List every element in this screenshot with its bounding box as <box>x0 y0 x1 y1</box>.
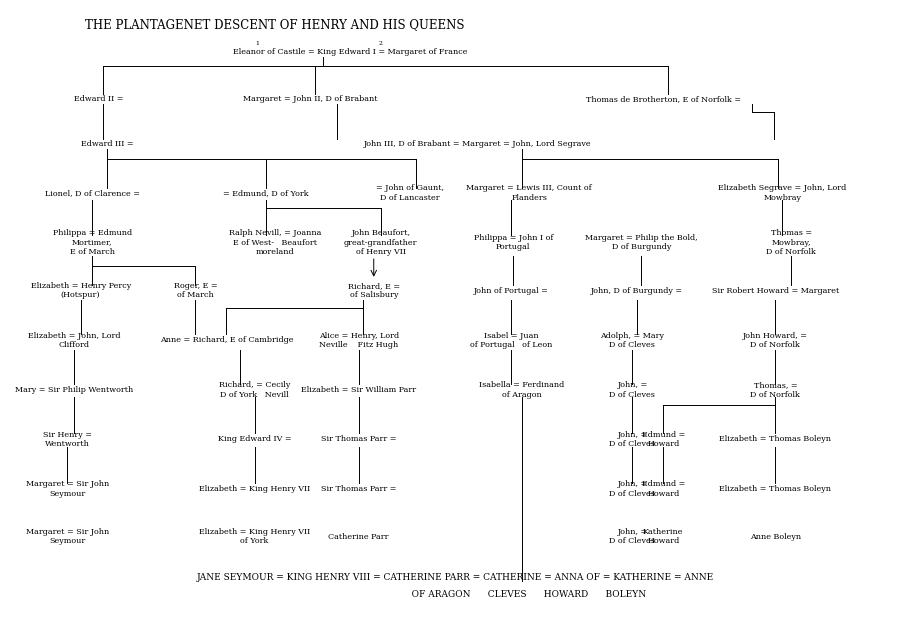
Text: 2: 2 <box>379 41 382 46</box>
Text: Edmund =
Howard: Edmund = Howard <box>642 481 685 498</box>
Text: Mary = Sir Philip Wentworth: Mary = Sir Philip Wentworth <box>15 386 133 394</box>
Text: JANE SEYMOUR = KING HENRY VIII = CATHERINE PARR = CATHERINE = ANNA OF = KATHERIN: JANE SEYMOUR = KING HENRY VIII = CATHERI… <box>197 573 715 582</box>
Text: John, D of Burgundy =: John, D of Burgundy = <box>590 287 683 295</box>
Text: Elizabeth = John, Lord
Clifford: Elizabeth = John, Lord Clifford <box>28 332 121 349</box>
Text: Adolph, = Mary
D of Cleves: Adolph, = Mary D of Cleves <box>600 332 664 349</box>
Text: Richard, E =
of Salisbury: Richard, E = of Salisbury <box>347 282 400 299</box>
Text: OF ARAGON      CLEVES      HOWARD      BOLEYN: OF ARAGON CLEVES HOWARD BOLEYN <box>266 591 646 599</box>
Text: Isabella = Ferdinand
of Aragon: Isabella = Ferdinand of Aragon <box>480 381 564 399</box>
Text: Anne = Richard, E of Cambridge: Anne = Richard, E of Cambridge <box>159 336 293 344</box>
Text: John, =
D of Cleves: John, = D of Cleves <box>609 381 655 399</box>
Text: Sir Henry =
Wentworth: Sir Henry = Wentworth <box>43 431 92 448</box>
Text: Sir Thomas Parr =: Sir Thomas Parr = <box>321 485 397 493</box>
Text: John of Portugal =: John of Portugal = <box>474 287 549 295</box>
Text: King Edward IV =: King Edward IV = <box>218 436 292 444</box>
Text: Margaret = Sir John
Seymour: Margaret = Sir John Seymour <box>26 481 109 498</box>
Text: Elizabeth Segrave = John, Lord
Mowbray: Elizabeth Segrave = John, Lord Mowbray <box>718 184 847 201</box>
Text: John Beaufort,
great-grandfather
of Henry VII: John Beaufort, great-grandfather of Henr… <box>344 229 418 256</box>
Text: John Howard, =
D of Norfolk: John Howard, = D of Norfolk <box>742 332 808 349</box>
Text: Lionel, D of Clarence =: Lionel, D of Clarence = <box>45 189 140 197</box>
Text: Thomas =
Mowbray,
D of Norfolk: Thomas = Mowbray, D of Norfolk <box>767 229 816 256</box>
Text: Margaret = Lewis III, Count of
Flanders: Margaret = Lewis III, Count of Flanders <box>466 184 592 201</box>
Text: Catherine Parr: Catherine Parr <box>328 532 389 541</box>
Text: John, =
D of Cleves: John, = D of Cleves <box>609 481 655 498</box>
Text: Alice = Henry, Lord
Neville    Fitz Hugh: Alice = Henry, Lord Neville Fitz Hugh <box>319 332 399 349</box>
Text: Sir Thomas Parr =: Sir Thomas Parr = <box>321 436 397 444</box>
Text: Philippa = Edmund
Mortimer,
E of March: Philippa = Edmund Mortimer, E of March <box>52 229 131 256</box>
Text: Isabel = Juan
of Portugal   of Leon: Isabel = Juan of Portugal of Leon <box>471 332 553 349</box>
Text: Eleanor of Castile = King Edward I = Margaret of France: Eleanor of Castile = King Edward I = Mar… <box>233 48 467 56</box>
Text: Thomas, =
D of Norfolk: Thomas, = D of Norfolk <box>751 381 800 399</box>
Text: Margaret = John II, D of Brabant: Margaret = John II, D of Brabant <box>243 95 377 102</box>
Text: John, =
D of Cleves: John, = D of Cleves <box>609 528 655 546</box>
Text: Philippa = John I of
Portugal: Philippa = John I of Portugal <box>473 234 553 251</box>
Text: Thomas de Brotherton, E of Norfolk =: Thomas de Brotherton, E of Norfolk = <box>586 95 741 102</box>
Text: Edward II =: Edward II = <box>74 95 123 102</box>
Text: Margaret = Sir John
Seymour: Margaret = Sir John Seymour <box>26 528 109 546</box>
Text: Elizabeth = King Henry VII: Elizabeth = King Henry VII <box>199 485 310 493</box>
Text: John, =
D of Cleves: John, = D of Cleves <box>609 431 655 448</box>
Text: Elizabeth = Henry Percy
(Hotspur): Elizabeth = Henry Percy (Hotspur) <box>31 282 130 299</box>
Text: = John of Gaunt,
D of Lancaster: = John of Gaunt, D of Lancaster <box>376 184 444 201</box>
Text: THE PLANTAGENET DESCENT OF HENRY AND HIS QUEENS: THE PLANTAGENET DESCENT OF HENRY AND HIS… <box>86 18 464 31</box>
Text: Elizabeth = King Henry VII
of York: Elizabeth = King Henry VII of York <box>199 528 310 546</box>
Text: Katherine
Howard: Katherine Howard <box>643 528 683 546</box>
Text: Roger, E =
of March: Roger, E = of March <box>174 282 217 299</box>
Text: John III, D of Brabant = Margaret = John, Lord Segrave: John III, D of Brabant = Margaret = John… <box>364 140 591 148</box>
Text: Edmund =
Howard: Edmund = Howard <box>642 431 685 448</box>
Text: Richard, = Cecily
D of York   Nevill: Richard, = Cecily D of York Nevill <box>219 381 291 399</box>
Text: Margaret = Philip the Bold,
D of Burgundy: Margaret = Philip the Bold, D of Burgund… <box>585 234 698 251</box>
Text: Sir Robert Howard = Margaret: Sir Robert Howard = Margaret <box>712 287 839 295</box>
Text: Elizabeth = Thomas Boleyn: Elizabeth = Thomas Boleyn <box>719 485 832 493</box>
Text: Anne Boleyn: Anne Boleyn <box>750 532 801 541</box>
Text: Elizabeth = Thomas Boleyn: Elizabeth = Thomas Boleyn <box>719 436 832 444</box>
Text: Ralph Nevill, = Joanna
E of West-   Beaufort
moreland: Ralph Nevill, = Joanna E of West- Beaufo… <box>229 229 321 256</box>
Text: Elizabeth = Sir William Parr: Elizabeth = Sir William Parr <box>302 386 417 394</box>
Text: Edward III =: Edward III = <box>81 140 133 148</box>
Text: = Edmund, D of York: = Edmund, D of York <box>223 189 309 197</box>
Text: 1: 1 <box>256 41 259 46</box>
